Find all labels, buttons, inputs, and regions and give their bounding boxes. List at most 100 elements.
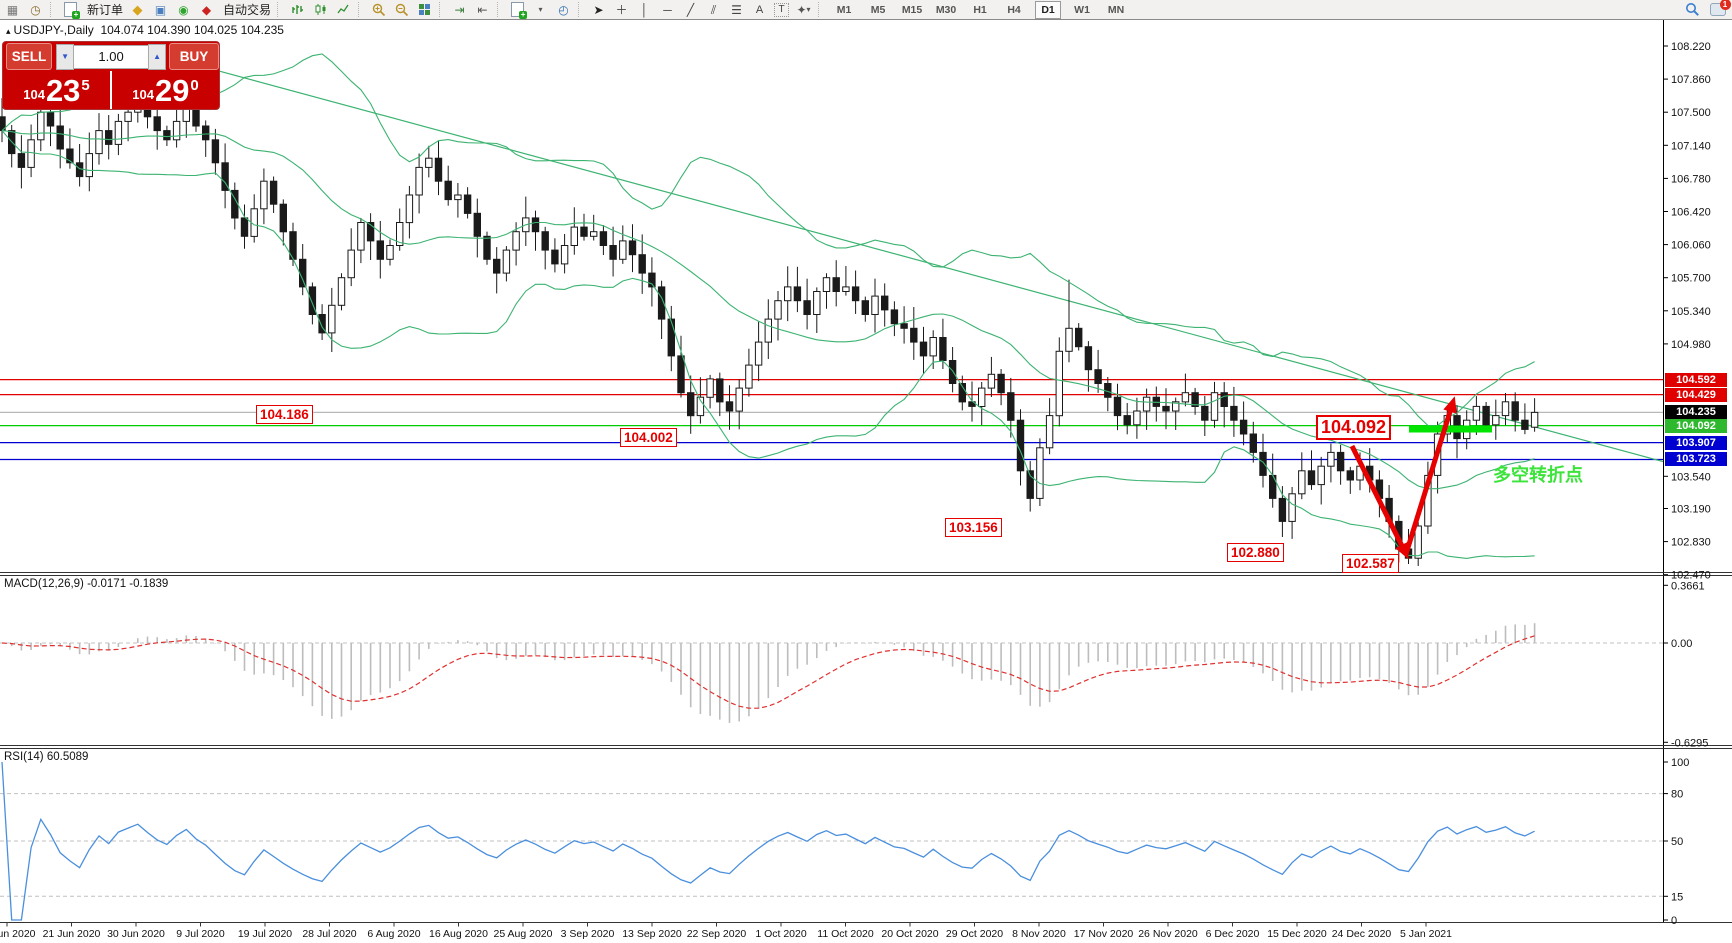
new-order-label[interactable]: 新订单	[87, 3, 124, 17]
clock-icon[interactable]: ◴	[558, 2, 569, 17]
fibonacci-icon[interactable]: ☰	[731, 2, 742, 17]
toolbar-group-scroll: ⇥ ⇤	[447, 0, 495, 19]
rsi-panel	[0, 761, 1663, 921]
candles-layer	[0, 84, 1539, 566]
sell-price-sup: 5	[81, 77, 90, 94]
one-click-trade-panel: SELL ▼ 1.00 ▲ BUY 104 23 5 104 29 0	[2, 41, 220, 110]
autotrading-icon[interactable]: ◆	[201, 2, 212, 17]
new-chart-icon[interactable]: ▦	[6, 2, 19, 17]
green-highlight-bar	[1409, 425, 1492, 433]
chart-shift-icon[interactable]: ⇤	[477, 2, 488, 17]
chart-ohlc-values: 104.074 104.390 104.025 104.235	[100, 23, 284, 37]
buy-button[interactable]: BUY	[169, 43, 219, 70]
timeframe-m15[interactable]: M15	[901, 3, 923, 16]
svg-text:0.00: 0.00	[1671, 638, 1692, 650]
sell-button[interactable]: SELL	[6, 43, 53, 70]
svg-text:103.190: 103.190	[1671, 504, 1711, 516]
autotrade-label[interactable]: 自动交易	[223, 3, 272, 17]
text-icon[interactable]: A	[755, 3, 764, 16]
hline-icon[interactable]: ─	[663, 2, 672, 17]
time-axis: 11 Jun 2020 21 Jun 2020 30 Jun 2020 9 Jul 2…	[0, 922, 1452, 940]
svg-text:9 Jul 2020: 9 Jul 2020	[176, 928, 225, 940]
toolbar-group-zoom	[366, 0, 437, 19]
cursor-icon[interactable]: ➤	[593, 2, 604, 17]
timeframe-mn[interactable]: MN	[1107, 3, 1125, 16]
timeframe-m1[interactable]: M1	[836, 3, 852, 16]
dropdown-arrow-icon[interactable]: ▾	[538, 4, 543, 14]
svg-text:13 Sep 2020: 13 Sep 2020	[622, 928, 682, 940]
toolbar-separator	[50, 2, 56, 17]
descending-trendline[interactable]	[214, 69, 1664, 463]
svg-text:30 Jun 2020: 30 Jun 2020	[107, 928, 165, 940]
timeframe-m5[interactable]: M5	[870, 3, 886, 16]
svg-text:11 Oct 2020: 11 Oct 2020	[817, 928, 874, 940]
svg-text:15 Dec 2020: 15 Dec 2020	[1267, 928, 1327, 940]
svg-text:22 Sep 2020: 22 Sep 2020	[687, 928, 747, 940]
channel-icon[interactable]: ⫽	[710, 2, 717, 17]
hosting-icon[interactable]: ▣	[154, 2, 167, 17]
toolbar-separator	[578, 2, 584, 17]
svg-text:25 Aug 2020: 25 Aug 2020	[494, 928, 553, 940]
search-icon[interactable]	[1684, 2, 1701, 18]
tile-windows-icon[interactable]	[416, 2, 433, 18]
price-annotation-103.156: 103.156	[945, 517, 1002, 537]
panel-frame	[0, 20, 1732, 923]
volume-input[interactable]: 1.00	[74, 44, 149, 69]
toolbar-group-charttype	[285, 0, 356, 19]
toolbar-right: 1	[1684, 0, 1731, 19]
sell-price[interactable]: 104 23 5	[3, 71, 112, 109]
axis-price-badge-103.907: 103.907	[1665, 435, 1727, 450]
crosshair-icon[interactable]: ＋	[615, 2, 628, 17]
volume-increase-button[interactable]: ▲	[148, 43, 167, 70]
svg-text:8 Nov 2020: 8 Nov 2020	[1012, 928, 1066, 940]
auto-scroll-icon[interactable]: ⇥	[454, 2, 465, 17]
vline-icon[interactable]: │	[640, 2, 649, 17]
toolbar-separator	[358, 2, 364, 17]
volume-stepper: ▼ 1.00 ▲	[56, 43, 167, 70]
svg-text:106.420: 106.420	[1671, 207, 1711, 219]
cn-turning-point-label: 多空转折点	[1493, 465, 1583, 485]
chat-icon[interactable]: 1	[1709, 0, 1731, 18]
svg-text:80: 80	[1671, 789, 1683, 801]
collapse-triangle-icon[interactable]: ▴	[6, 26, 11, 36]
svg-text:24 Dec 2020: 24 Dec 2020	[1332, 928, 1392, 940]
bar-chart-icon[interactable]	[289, 2, 306, 18]
axis-price-badge-103.723: 103.723	[1665, 452, 1727, 467]
svg-text:102.470: 102.470	[1671, 570, 1711, 582]
price-annotation-102.880: 102.880	[1227, 543, 1284, 562]
axis-price-badge-104.235: 104.235	[1665, 405, 1727, 420]
zoom-out-icon[interactable]	[393, 2, 410, 18]
timeframe-h1[interactable]: H1	[973, 3, 987, 16]
label-icon[interactable]: T	[774, 2, 790, 17]
new-order-icon[interactable]: +	[62, 2, 80, 19]
trendline-icon[interactable]: ╱	[686, 2, 695, 17]
buy-price-sup: 0	[190, 77, 199, 94]
zoom-in-icon[interactable]	[370, 2, 387, 18]
price-axis: 108.220 107.860 107.500 107.140 106.780 106.4…	[1663, 41, 1711, 927]
candlestick-icon[interactable]	[312, 2, 329, 18]
toolbar-group-objects: ➤ ＋ │ ─ ╱ ⫽ ☰ A T ✦ ▾	[586, 0, 816, 19]
price-annotation-102.587: 102.587	[1342, 553, 1399, 573]
svg-text:108.220: 108.220	[1671, 41, 1711, 53]
signals-icon[interactable]: ◉	[178, 2, 189, 17]
bollinger-bands	[1, 53, 1535, 559]
profiles-icon[interactable]: ◷	[30, 2, 41, 17]
timeframe-m30[interactable]: M30	[935, 3, 957, 16]
volume-decrease-button[interactable]: ▼	[56, 43, 75, 70]
shapes-icon[interactable]: ✦ ▾	[796, 2, 811, 17]
svg-text:107.860: 107.860	[1671, 74, 1711, 86]
timeframe-w1[interactable]: W1	[1074, 3, 1090, 16]
indicators-icon[interactable]: +	[509, 2, 528, 19]
toolbar-group-trade: + 新订单 ◆ ▣ ◉ ◆ 自动交易	[58, 0, 275, 19]
sell-price-big: 23	[45, 73, 81, 108]
timeframe-d1[interactable]: D1	[1035, 0, 1062, 19]
line-chart-icon[interactable]	[335, 2, 352, 18]
svg-text:107.500: 107.500	[1671, 107, 1711, 119]
timeframe-h4[interactable]: H4	[1007, 3, 1021, 16]
toolbar-separator	[818, 2, 824, 17]
buy-price[interactable]: 104 29 0	[112, 71, 219, 109]
svg-text:20 Oct 2020: 20 Oct 2020	[881, 928, 938, 940]
svg-text:15: 15	[1671, 891, 1683, 903]
market-icon[interactable]: ◆	[132, 1, 143, 17]
